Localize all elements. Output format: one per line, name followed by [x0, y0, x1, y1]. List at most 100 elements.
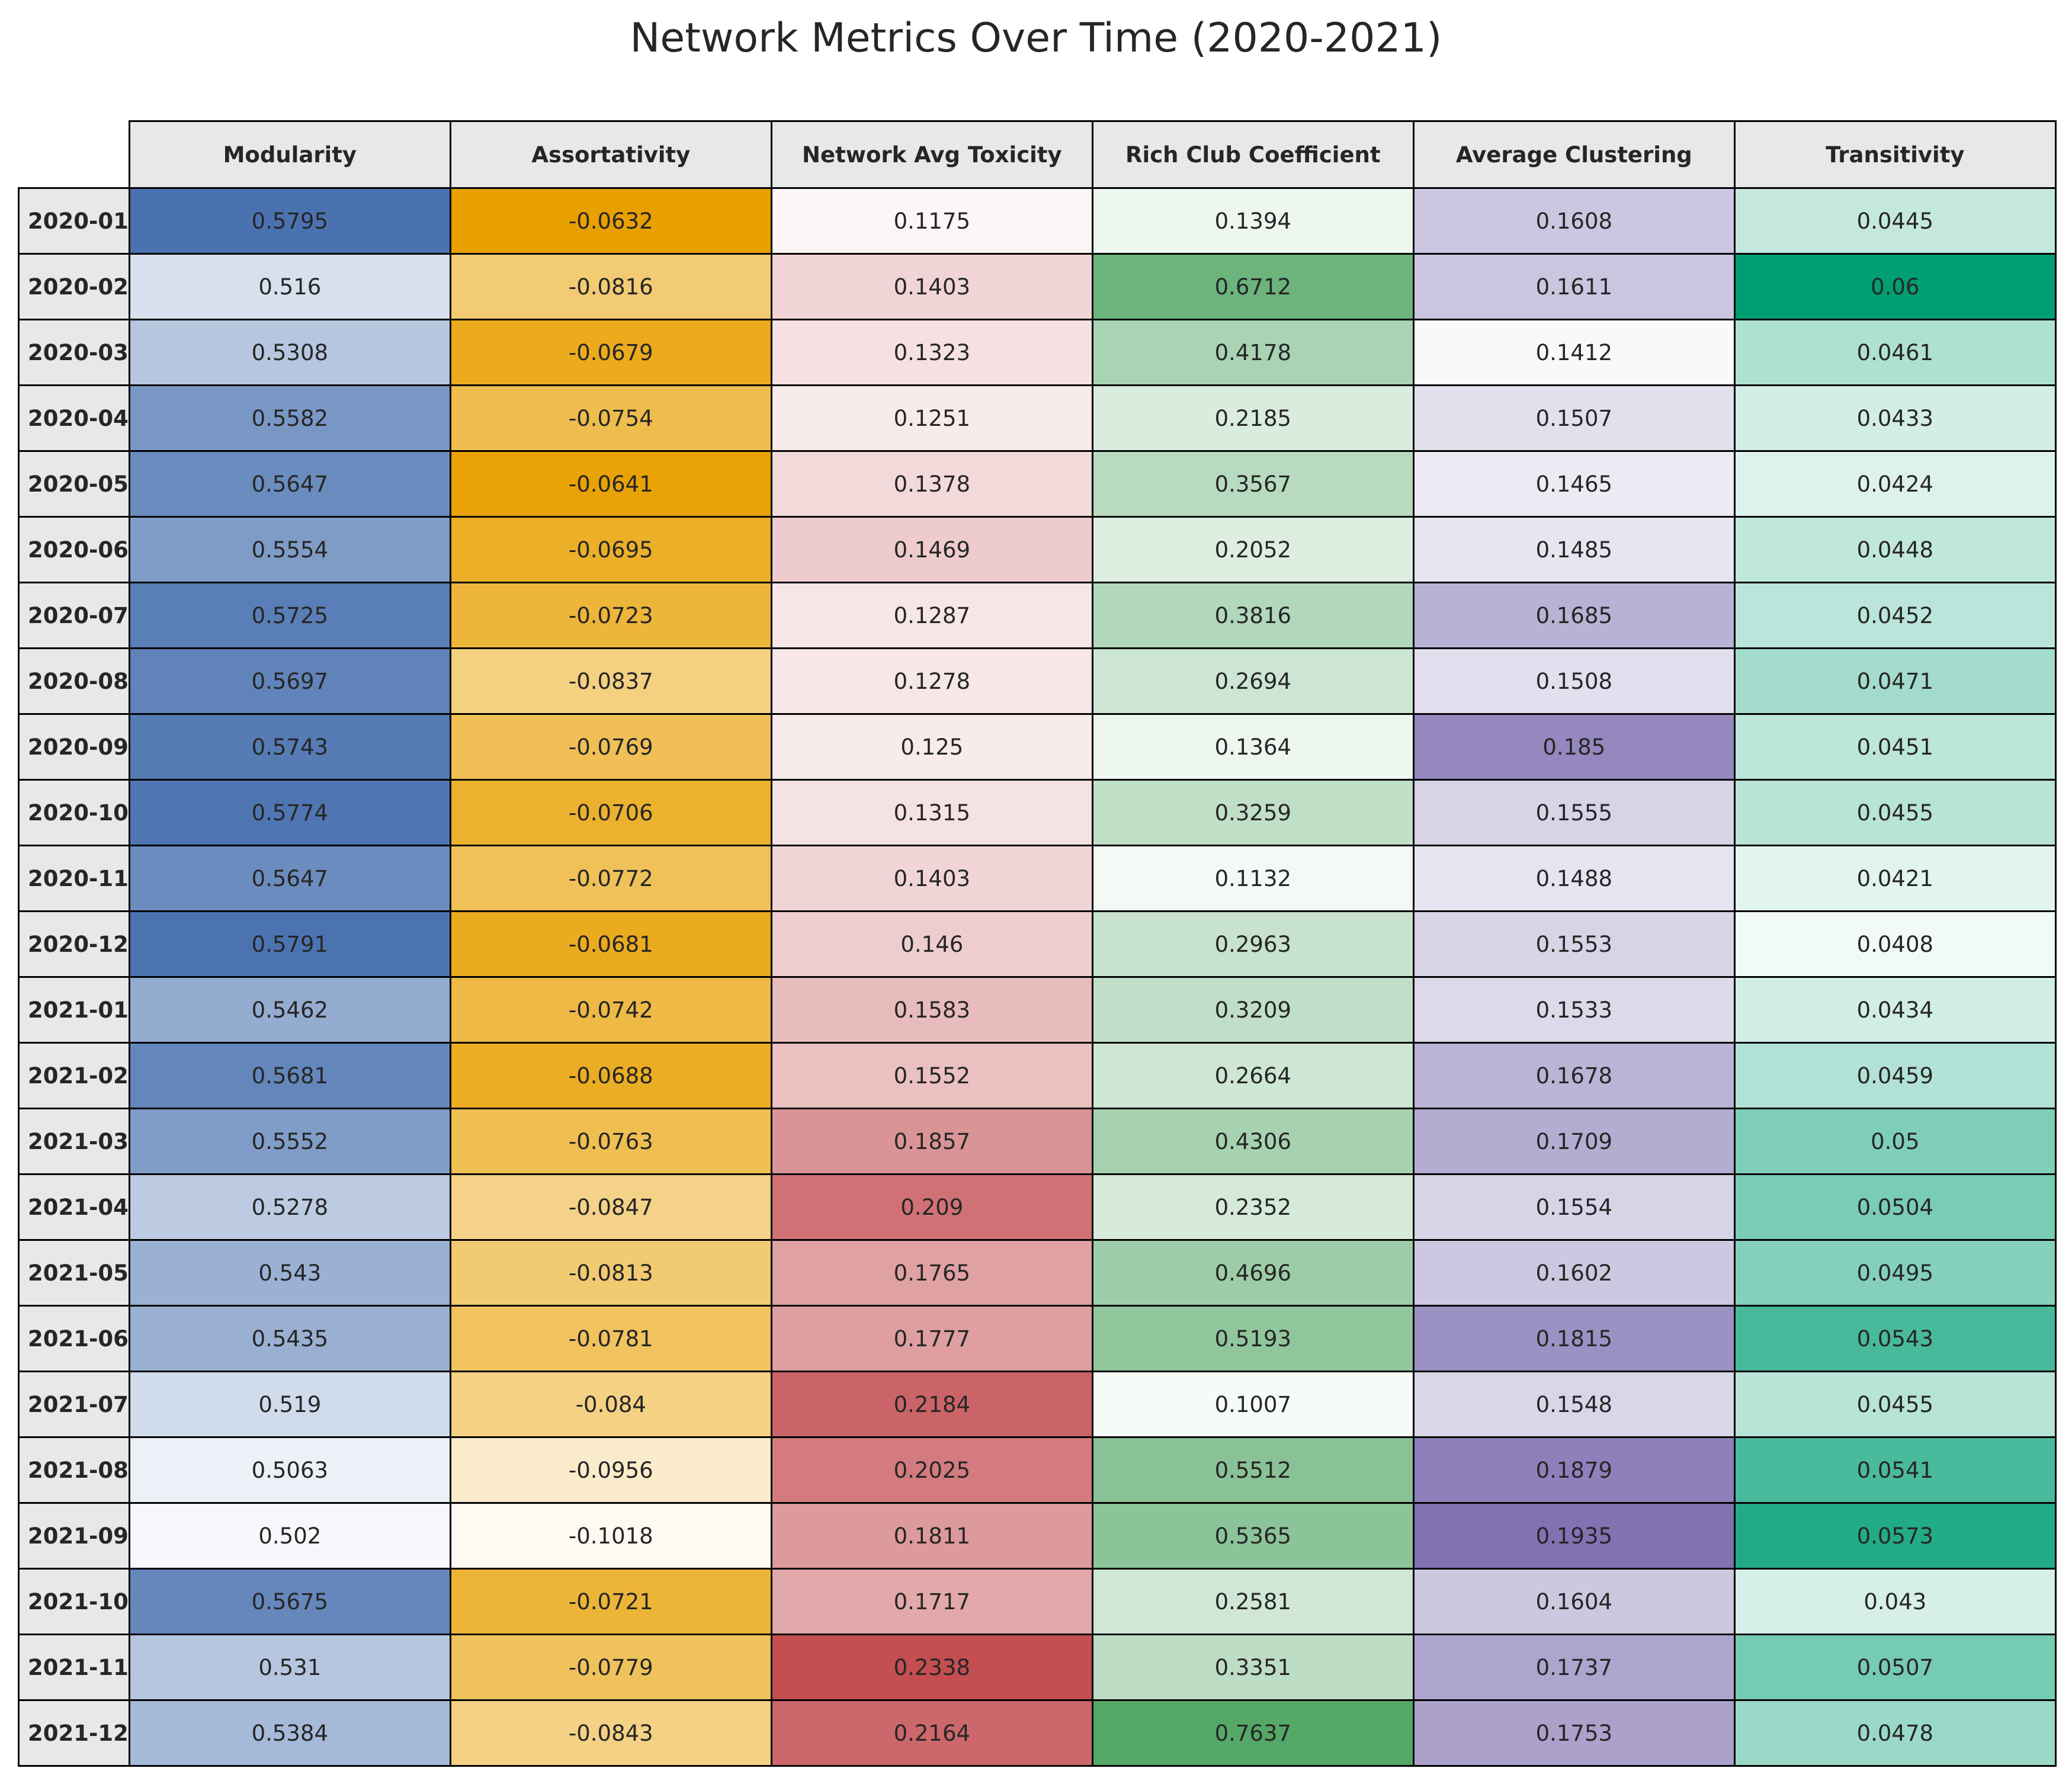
- table-cell: 0.1378: [770, 450, 1093, 518]
- table-cell: 0.5278: [128, 1173, 451, 1241]
- table-cell: 0.1394: [1091, 187, 1415, 255]
- table-cell: 0.5675: [128, 1568, 451, 1635]
- metrics-table-container: Modularity Assortativity Network Avg Toxic…: [18, 120, 2057, 1767]
- table-cell: 0.0408: [1733, 910, 2057, 978]
- table-cell: 0.0495: [1733, 1239, 2057, 1307]
- row-label: 2021-03: [18, 1108, 130, 1175]
- table-cell: -0.0769: [449, 713, 772, 781]
- row-label: 2020-10: [18, 779, 130, 846]
- table-cell: 0.519: [128, 1371, 451, 1438]
- table-cell: 0.5582: [128, 384, 451, 452]
- table-row: 2020-11 0.5647 -0.0772 0.1403 0.1132 0.1488 0.…: [18, 845, 2057, 912]
- table-cell: -0.0679: [449, 319, 772, 386]
- table-cell: 0.2694: [1091, 647, 1415, 715]
- table-cell: 0.5725: [128, 582, 451, 649]
- table-row: 2020-05 0.5647 -0.0641 0.1378 0.3567 0.1465 0.…: [18, 450, 2057, 518]
- table-row: 2020-07 0.5725 -0.0723 0.1287 0.3816 0.1685 0.…: [18, 582, 2057, 649]
- table-cell: 0.1251: [770, 384, 1093, 452]
- table-cell: 0.125: [770, 713, 1093, 781]
- table-cell: 0.5743: [128, 713, 451, 781]
- table-row: 2021-09 0.502 -0.1018 0.1811 0.5365 0.1935 0.0…: [18, 1502, 2057, 1570]
- table-cell: -0.0779: [449, 1634, 772, 1701]
- table-cell: 0.2352: [1091, 1173, 1415, 1241]
- table-row: 2021-06 0.5435 -0.0781 0.1777 0.5193 0.1815 0.…: [18, 1305, 2057, 1372]
- table-cell: 0.0573: [1733, 1502, 2057, 1570]
- table-row: 2021-10 0.5675 -0.0721 0.1717 0.2581 0.1604 0.…: [18, 1568, 2057, 1635]
- table-cell: 0.516: [128, 253, 451, 320]
- table-row: 2020-08 0.5697 -0.0837 0.1278 0.2694 0.1508 0.…: [18, 647, 2057, 715]
- table-cell: 0.7637: [1091, 1699, 1415, 1767]
- table-cell: 0.0451: [1733, 713, 2057, 781]
- table-cell: 0.1287: [770, 582, 1093, 649]
- table-cell: 0.1602: [1412, 1239, 1736, 1307]
- table-cell: 0.1815: [1412, 1305, 1736, 1372]
- row-label: 2021-11: [18, 1634, 130, 1701]
- table-row: 2020-04 0.5582 -0.0754 0.1251 0.2185 0.1507 0.…: [18, 384, 2057, 452]
- table-cell: 0.5647: [128, 845, 451, 912]
- table-row: 2020-09 0.5743 -0.0769 0.125 0.1364 0.185 0.04…: [18, 713, 2057, 781]
- table-cell: 0.3209: [1091, 976, 1415, 1044]
- table-cell: 0.0433: [1733, 384, 2057, 452]
- table-cell: -0.0721: [449, 1568, 772, 1635]
- row-label: 2020-01: [18, 187, 130, 255]
- table-cell: 0.06: [1733, 253, 2057, 320]
- row-label: 2020-12: [18, 910, 130, 978]
- table-cell: 0.1611: [1412, 253, 1736, 320]
- table-cell: 0.2185: [1091, 384, 1415, 452]
- table-cell: 0.1555: [1412, 779, 1736, 846]
- table-cell: -0.0706: [449, 779, 772, 846]
- table-row: 2020-10 0.5774 -0.0706 0.1315 0.3259 0.1555 0.…: [18, 779, 2057, 846]
- row-label: 2020-06: [18, 516, 130, 583]
- row-label: 2020-03: [18, 319, 130, 386]
- table-cell: 0.1765: [770, 1239, 1093, 1307]
- table-cell: 0.1608: [1412, 187, 1736, 255]
- row-label: 2020-07: [18, 582, 130, 649]
- column-header-average-clustering: Average Clustering: [1412, 120, 1736, 189]
- chart-title: Network Metrics Over Time (2020-2021): [630, 15, 1442, 62]
- table-cell: 0.5647: [128, 450, 451, 518]
- table-cell: 0.1533: [1412, 976, 1736, 1044]
- table-cell: -0.0742: [449, 976, 772, 1044]
- table-cell: 0.1507: [1412, 384, 1736, 452]
- table-cell: 0.5462: [128, 976, 451, 1044]
- table-cell: 0.4178: [1091, 319, 1415, 386]
- table-cell: 0.1709: [1412, 1108, 1736, 1175]
- table-row: 2020-01 0.5795 -0.0632 0.1175 0.1394 0.1608 0.…: [18, 187, 2057, 255]
- table-body: 2020-01 0.5795 -0.0632 0.1175 0.1394 0.1608 0.…: [18, 187, 2057, 1767]
- table-cell: 0.1879: [1412, 1436, 1736, 1504]
- table-cell: 0.2025: [770, 1436, 1093, 1504]
- column-header-network-avg-toxicity: Network Avg Toxicity: [770, 120, 1093, 189]
- table-cell: 0.2581: [1091, 1568, 1415, 1635]
- table-cell: 0.0543: [1733, 1305, 2057, 1372]
- table-cell: 0.0434: [1733, 976, 2057, 1044]
- table-cell: 0.1278: [770, 647, 1093, 715]
- table-cell: 0.531: [128, 1634, 451, 1701]
- table-cell: 0.0452: [1733, 582, 2057, 649]
- table-cell: -0.0813: [449, 1239, 772, 1307]
- table-cell: 0.1548: [1412, 1371, 1736, 1438]
- table-cell: 0.1485: [1412, 516, 1736, 583]
- table-cell: 0.5384: [128, 1699, 451, 1767]
- table-row: 2021-12 0.5384 -0.0843 0.2164 0.7637 0.1753 0.…: [18, 1699, 2057, 1767]
- table-cell: 0.5435: [128, 1305, 451, 1372]
- row-label: 2021-07: [18, 1371, 130, 1438]
- table-cell: 0.0421: [1733, 845, 2057, 912]
- table-cell: 0.1508: [1412, 647, 1736, 715]
- table-cell: 0.1857: [770, 1108, 1093, 1175]
- row-label: 2020-04: [18, 384, 130, 452]
- table-cell: -0.0754: [449, 384, 772, 452]
- table-cell: 0.0424: [1733, 450, 2057, 518]
- table-cell: -0.0837: [449, 647, 772, 715]
- table-cell: 0.5308: [128, 319, 451, 386]
- table-cell: -0.0781: [449, 1305, 772, 1372]
- table-cell: 0.5365: [1091, 1502, 1415, 1570]
- table-cell: 0.5063: [128, 1436, 451, 1504]
- table-cell: 0.0455: [1733, 779, 2057, 846]
- row-label: 2020-02: [18, 253, 130, 320]
- table-cell: 0.1403: [770, 845, 1093, 912]
- table-cell: 0.185: [1412, 713, 1736, 781]
- table-cell: 0.1132: [1091, 845, 1415, 912]
- table-cell: 0.2338: [770, 1634, 1093, 1701]
- table-cell: 0.1364: [1091, 713, 1415, 781]
- table-cell: 0.0461: [1733, 319, 2057, 386]
